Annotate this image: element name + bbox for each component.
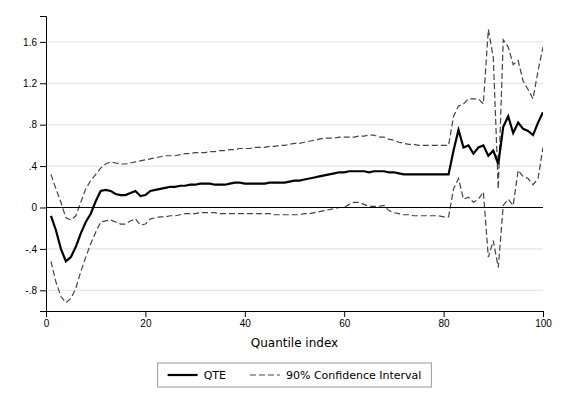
- x-axis-title: Quantile index: [251, 336, 338, 350]
- line: [51, 112, 543, 261]
- y-tick-label: 1.2: [23, 78, 37, 89]
- y-tick: 0: [31, 202, 46, 213]
- line: [51, 29, 543, 219]
- line: [51, 147, 543, 302]
- grid-line: [46, 124, 543, 125]
- legend-label: QTE: [204, 369, 226, 382]
- legend-item: QTE: [168, 369, 226, 382]
- y-tick-mark: [40, 166, 46, 167]
- x-tick-label: 100: [535, 318, 552, 329]
- grid: [46, 42, 543, 290]
- x-tick: 80: [439, 311, 451, 329]
- x-tick-label: 20: [140, 318, 152, 329]
- legend: QTE 90% Confidence Interval: [158, 363, 432, 387]
- y-axis: -.8 -.4 0 .4 .8 1.2 1.6: [23, 17, 46, 312]
- y-tick: .4: [29, 161, 46, 172]
- x-tick: 60: [339, 311, 351, 329]
- plot: 0 20 40 60 80 100 -.8 -.4 0 .4 .8 1.2 1.6: [23, 17, 552, 330]
- chart: 0 20 40 60 80 100 -.8 -.4 0 .4 .8 1.2 1.6 Quantile in…: [0, 0, 563, 399]
- x-tick: 100: [535, 311, 552, 329]
- x-tick-mark: [543, 311, 544, 317]
- legend-swatch: [168, 374, 198, 376]
- y-tick-label: -.4: [25, 244, 37, 255]
- y-tick-label: .8: [29, 119, 38, 130]
- y-axis-line: [40, 17, 47, 312]
- x-tick-mark: [245, 311, 246, 317]
- zero-line: [46, 207, 543, 208]
- x-tick: 0: [44, 311, 50, 329]
- y-tick: -.4: [25, 244, 46, 255]
- x-tick-label: 0: [44, 318, 50, 329]
- y-tick: 1.6: [23, 37, 46, 48]
- grid-line: [46, 83, 543, 84]
- grid-line: [46, 290, 543, 291]
- x-tick-label: 60: [339, 318, 351, 329]
- y-tick-mark: [40, 83, 46, 84]
- x-tick-label: 40: [240, 318, 252, 329]
- y-tick-label: 1.6: [23, 37, 37, 48]
- marks: [46, 29, 543, 302]
- y-tick-mark: [40, 207, 46, 208]
- y-tick: 1.2: [23, 78, 46, 89]
- y-tick: .8: [29, 119, 46, 130]
- grid-line: [46, 207, 543, 208]
- y-tick: -.8: [25, 285, 46, 296]
- legend-frame: [158, 363, 432, 387]
- x-tick-mark: [344, 311, 345, 317]
- grid-line: [46, 248, 543, 249]
- y-tick-label: 0: [31, 202, 37, 213]
- x-tick-label: 80: [439, 318, 451, 329]
- y-tick-label: -.8: [25, 285, 37, 296]
- legend-item: 90% Confidence Interval: [250, 369, 421, 382]
- y-tick-label: .4: [29, 161, 38, 172]
- grid-line: [46, 166, 543, 167]
- y-tick-mark: [40, 42, 46, 43]
- x-tick-mark: [145, 311, 146, 317]
- x-axis: 0 20 40 60 80 100: [44, 311, 553, 329]
- x-tick: 20: [140, 311, 152, 329]
- y-tick-mark: [40, 249, 46, 250]
- x-axis-line: [47, 312, 544, 318]
- x-tick: 40: [240, 311, 252, 329]
- x-tick-mark: [444, 311, 445, 317]
- legend-swatch: [250, 374, 280, 375]
- grid-line: [46, 41, 543, 42]
- y-tick-mark: [40, 125, 46, 126]
- legend-label: 90% Confidence Interval: [286, 369, 421, 382]
- y-tick-mark: [40, 290, 46, 291]
